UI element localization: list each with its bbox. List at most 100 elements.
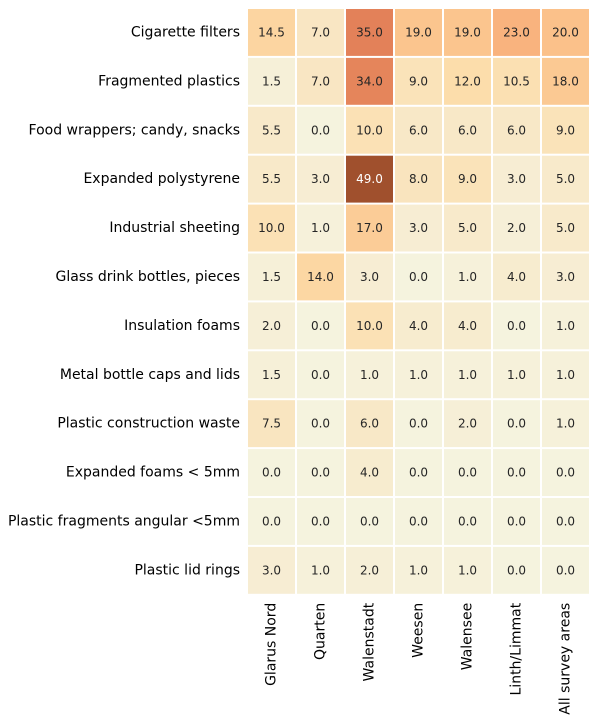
heatmap-cell — [346, 253, 393, 301]
heatmap-cell — [346, 546, 393, 594]
heatmap-cell — [395, 57, 442, 105]
heatmap-cell-value: 1.0 — [458, 270, 477, 284]
heatmap-cell-value: 0.0 — [507, 417, 526, 431]
heatmap-cell — [542, 546, 589, 594]
heatmap-cell — [493, 498, 540, 545]
heatmap-cell — [542, 449, 589, 496]
heatmap-cell — [444, 449, 491, 496]
heatmap-cell — [346, 155, 393, 203]
column-label: Glarus Nord — [264, 603, 280, 686]
heatmap-cell — [395, 106, 442, 154]
heatmap-cell-value: 2.0 — [458, 417, 477, 431]
heatmap-cell-value: 1.0 — [409, 368, 428, 382]
heatmap-cell — [444, 253, 491, 301]
column-label: Linth/Limmat — [509, 602, 525, 695]
heatmap-cell — [248, 498, 295, 545]
heatmap-column-labels: Glarus Nord Quarten Walenstadt Weesen Walens… — [264, 602, 574, 714]
heatmap-cell-value: 0.0 — [262, 466, 281, 480]
heatmap-cell — [542, 302, 589, 350]
row-label: Metal bottle caps and lids — [60, 367, 240, 383]
heatmap-cell-value: 0.0 — [458, 514, 477, 528]
heatmap-cell-value: 2.0 — [507, 221, 526, 235]
heatmap-cell-value: 4.0 — [360, 466, 379, 480]
heatmap-cell-value: 3.0 — [507, 172, 526, 186]
heatmap-cell-value: 10.0 — [258, 221, 285, 235]
heatmap-cell-value: 1.0 — [556, 368, 575, 382]
column-label: Weesen — [411, 603, 427, 658]
heatmap-cell — [248, 546, 295, 594]
column-label: Quarten — [313, 603, 329, 660]
heatmap-cell — [542, 57, 589, 105]
heatmap-cell — [297, 449, 344, 496]
heatmap-cell — [493, 253, 540, 301]
heatmap-cell-value: 7.0 — [311, 74, 330, 88]
heatmap-cell-value: 9.0 — [409, 74, 428, 88]
heatmap-cell-value: 0.0 — [409, 417, 428, 431]
heatmap-cell — [444, 106, 491, 154]
heatmap-cell — [395, 400, 442, 448]
heatmap-cell-value: 20.0 — [552, 25, 579, 39]
heatmap-cell-value: 5.0 — [458, 221, 477, 235]
heatmap-cell — [395, 351, 442, 399]
heatmap-cell — [444, 546, 491, 594]
heatmap-cell — [542, 498, 589, 545]
heatmap-cell-value: 1.5 — [262, 74, 281, 88]
heatmap-cell — [395, 449, 442, 496]
heatmap-cell-value: 5.0 — [556, 221, 575, 235]
heatmap-cell-value: 14.0 — [307, 270, 334, 284]
heatmap-cell — [297, 57, 344, 105]
heatmap-cell — [248, 155, 295, 203]
heatmap-cell-value: 23.0 — [503, 25, 530, 39]
heatmap-cell-value: 19.0 — [454, 25, 481, 39]
heatmap-cell-value: 3.0 — [360, 270, 379, 284]
heatmap-cell — [297, 155, 344, 203]
heatmap-cell — [297, 253, 344, 301]
heatmap-row-labels: Cigarette filters Fragmented plastics Food… — [8, 24, 240, 578]
heatmap-cell-value: 1.0 — [409, 563, 428, 577]
heatmap-cell — [395, 9, 442, 56]
heatmap-cells — [248, 9, 589, 594]
heatmap-cell — [248, 57, 295, 105]
heatmap-cell — [297, 498, 344, 545]
heatmap-cell-value: 0.0 — [507, 319, 526, 333]
heatmap-cell-value: 1.0 — [556, 417, 575, 431]
heatmap-cell-value: 1.0 — [311, 563, 330, 577]
column-label: All survey areas — [558, 603, 574, 715]
column-label: Walenstadt — [362, 602, 378, 681]
heatmap-cell-value: 5.5 — [262, 123, 281, 137]
heatmap-cell-value: 3.0 — [262, 563, 281, 577]
heatmap-cell-value: 1.0 — [556, 319, 575, 333]
heatmap-cell — [248, 302, 295, 350]
row-label: Expanded polystyrene — [83, 171, 240, 187]
heatmap-cell-value: 8.0 — [409, 172, 428, 186]
heatmap-cell-value: 1.0 — [507, 368, 526, 382]
heatmap-cell-value: 3.0 — [556, 270, 575, 284]
heatmap-cell — [297, 351, 344, 399]
heatmap-cell-value: 35.0 — [356, 25, 383, 39]
heatmap-cell — [248, 351, 295, 399]
row-label: Fragmented plastics — [98, 73, 240, 89]
heatmap-cell-value: 12.0 — [454, 74, 481, 88]
heatmap-cell — [248, 204, 295, 252]
heatmap-cell — [444, 204, 491, 252]
heatmap-cell — [346, 449, 393, 496]
heatmap-cell-value: 5.5 — [262, 172, 281, 186]
heatmap-cell-value: 0.0 — [311, 319, 330, 333]
heatmap-cell — [346, 351, 393, 399]
heatmap-cell — [346, 106, 393, 154]
heatmap-cell-value: 4.0 — [507, 270, 526, 284]
heatmap-cell — [248, 106, 295, 154]
heatmap-cell — [395, 155, 442, 203]
heatmap-cell-value: 18.0 — [552, 74, 579, 88]
heatmap-cell-value: 10.0 — [356, 319, 383, 333]
heatmap-cell-value: 0.0 — [409, 466, 428, 480]
heatmap-cell — [297, 9, 344, 56]
heatmap-cell — [493, 57, 540, 105]
heatmap-cell — [248, 449, 295, 496]
heatmap-cell — [493, 9, 540, 56]
heatmap-cell — [346, 400, 393, 448]
row-label: Insulation foams — [124, 318, 240, 334]
heatmap-cell-value: 0.0 — [556, 514, 575, 528]
heatmap-cell-value: 0.0 — [360, 514, 379, 528]
heatmap-cell — [493, 155, 540, 203]
